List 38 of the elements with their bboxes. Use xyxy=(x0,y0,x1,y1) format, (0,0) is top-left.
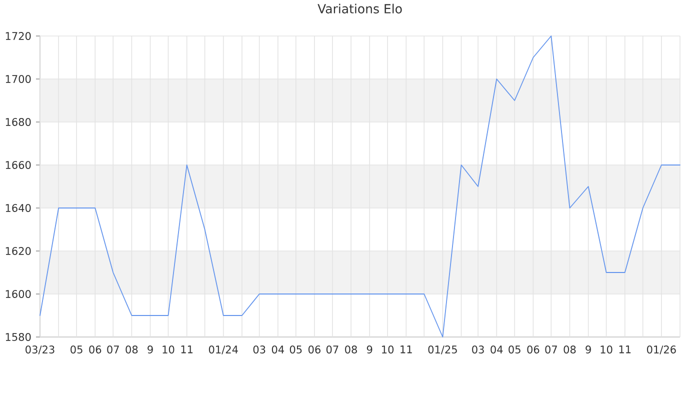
y-tick-label: 1600 xyxy=(6,290,31,298)
y-tick-label: 1680 xyxy=(6,118,31,126)
x-tick-label: 10 xyxy=(162,346,174,354)
x-tick-label: 08 xyxy=(564,346,576,354)
x-tick-label: 08 xyxy=(126,346,138,354)
x-tick-label: 03 xyxy=(472,346,484,354)
x-tick-label: 01/25 xyxy=(428,346,457,354)
x-tick-label: 10 xyxy=(600,346,612,354)
x-tick-label: 06 xyxy=(89,346,102,354)
x-tick-label: 04 xyxy=(490,346,503,354)
x-tick-label: 9 xyxy=(148,346,153,354)
x-tick-label: 03/23 xyxy=(26,346,54,354)
x-tick-label: 05 xyxy=(508,346,520,354)
x-tick-label: 08 xyxy=(345,346,357,354)
y-tick-label: 1720 xyxy=(6,32,31,40)
x-tick-label: 03 xyxy=(253,346,266,354)
y-tick-label: 1580 xyxy=(6,333,31,341)
x-tick-label: 10 xyxy=(382,346,394,354)
x-tick-label: 07 xyxy=(326,346,338,354)
x-tick-label: 05 xyxy=(290,346,302,354)
y-tick-label: 1660 xyxy=(6,161,31,169)
x-tick-label: 06 xyxy=(308,346,320,354)
x-tick-label: 06 xyxy=(527,346,540,354)
x-tick-label: 04 xyxy=(272,346,284,354)
x-tick-label: 01/26 xyxy=(646,346,676,354)
x-tick-label: 07 xyxy=(107,346,119,354)
y-tick-label: 1620 xyxy=(6,247,31,255)
y-tick-label: 1640 xyxy=(6,204,31,212)
x-tick-label: 11 xyxy=(619,346,631,354)
x-tick-label: 01/24 xyxy=(208,346,238,354)
x-tick-label: 9 xyxy=(586,346,591,354)
x-tick-label: 07 xyxy=(545,346,557,354)
x-tick-label: 11 xyxy=(400,346,412,354)
x-tick-label: 9 xyxy=(366,346,372,354)
x-tick-label: 05 xyxy=(70,346,82,354)
y-tick-label: 1700 xyxy=(6,75,31,83)
x-tick-label: 11 xyxy=(181,346,193,354)
chart-title: Variations Elo xyxy=(318,4,402,14)
